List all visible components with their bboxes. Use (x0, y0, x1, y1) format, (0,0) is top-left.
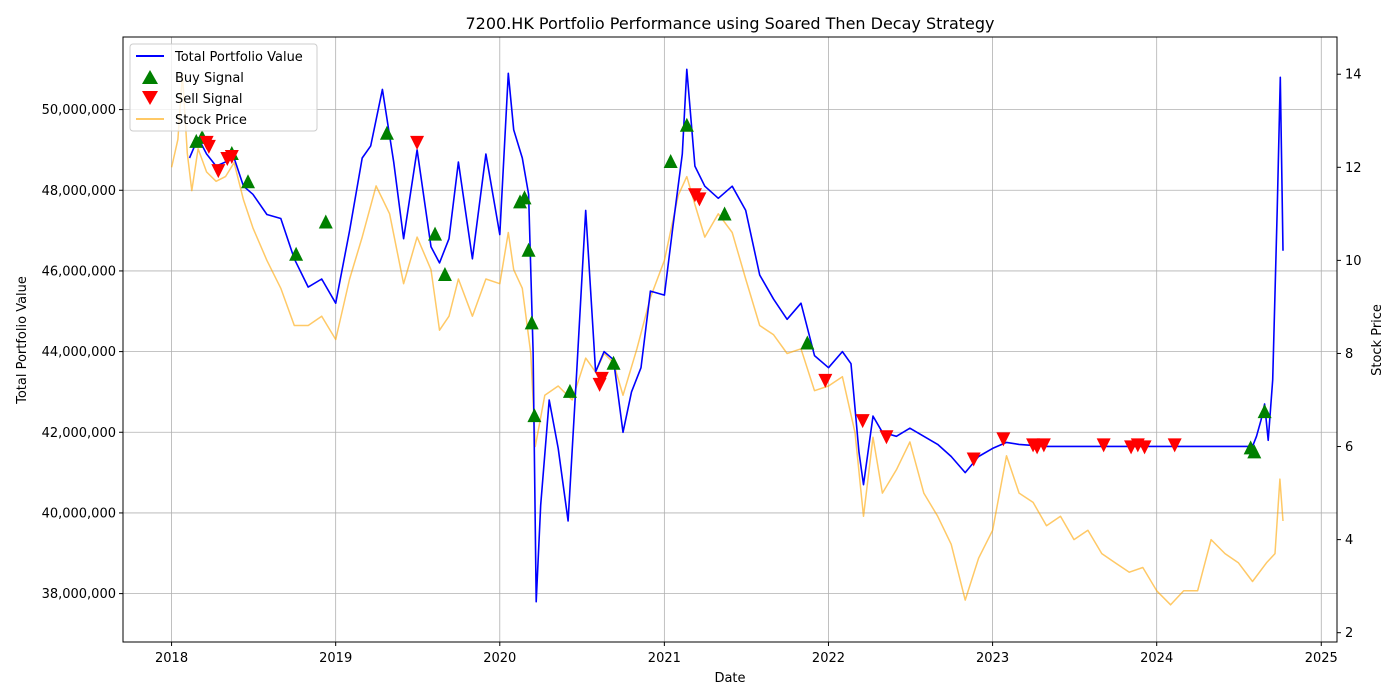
buy-signal-marker (189, 133, 204, 148)
sell-signal-marker (224, 149, 239, 164)
y-tick-label: 50,000,000 (42, 103, 116, 118)
buy-signal-marker (1247, 444, 1262, 459)
x-tick-label: 2025 (1305, 651, 1338, 666)
sell-signal-marker (594, 371, 609, 386)
sell-signal-marker (1036, 438, 1051, 453)
buy-signal-marker (1257, 404, 1272, 419)
x-tick-label: 2024 (1140, 651, 1173, 666)
y-tick-label: 46,000,000 (42, 264, 116, 279)
x-axis-label: Date (714, 671, 745, 686)
y2-tick-label: 6 (1345, 440, 1353, 455)
sell-signal-marker (410, 135, 425, 150)
plot-frame (122, 36, 1338, 643)
buy-signal-marker (437, 266, 452, 281)
buy-signal-marker (289, 246, 304, 261)
buy-signal-marker (428, 226, 443, 241)
buy-signal-marker (562, 383, 577, 398)
legend-stock-label: Stock Price (175, 113, 247, 128)
y2-axis-label: Stock Price (1370, 304, 1385, 376)
x-tick-label: 2023 (976, 651, 1009, 666)
x-tick-label: 2020 (483, 651, 516, 666)
y2-tick-label: 4 (1345, 533, 1353, 548)
buy-signal-marker (379, 125, 394, 140)
sell-signal-marker (996, 432, 1011, 447)
y2-tick-label: 8 (1345, 347, 1353, 362)
y2-tick-label: 10 (1345, 254, 1362, 269)
x-tick-label: 2021 (648, 651, 681, 666)
y2-tick-label: 2 (1345, 626, 1353, 641)
sell-signal-marker (1096, 438, 1111, 453)
y-tick-label: 42,000,000 (42, 426, 116, 441)
stock-price-line (170, 73, 1284, 606)
signal-markers-layer (189, 117, 1272, 467)
y2-axis-ticks: 2 4 6 8 10 12 14 (1337, 68, 1362, 641)
legend-box (129, 43, 318, 132)
sell-signal-marker (966, 452, 981, 467)
sell-signal-marker (818, 373, 833, 388)
legend-buy-swatch (142, 70, 158, 84)
sell-signal-marker (879, 430, 894, 445)
sell-signal-marker (855, 414, 870, 429)
x-axis-ticks: 2018 2019 2020 2021 2022 2023 2024 2025 (155, 642, 1338, 666)
y-tick-label: 48,000,000 (42, 184, 116, 199)
sell-signal-marker (692, 192, 707, 207)
buy-signal-marker (524, 315, 539, 330)
buy-signal-marker (606, 355, 621, 370)
y-axis-ticks: 38,000,000 40,000,000 42,000,000 44,000,000… (42, 103, 123, 602)
portfolio-value-line (188, 68, 1284, 603)
y-tick-label: 38,000,000 (42, 587, 116, 602)
buy-signal-marker (717, 206, 732, 221)
y-axis-label: Total Portfolio Value (15, 276, 30, 405)
sell-signal-marker (1137, 440, 1152, 455)
legend: Total Portfolio Value Buy Signal Sell Si… (129, 43, 318, 132)
chart-title: 7200.HK Portfolio Performance using Soar… (465, 14, 994, 33)
buy-signal-marker (517, 190, 532, 205)
legend-sell-swatch (142, 91, 158, 105)
x-tick-label: 2018 (155, 651, 188, 666)
legend-portfolio-label: Total Portfolio Value (174, 50, 303, 65)
sell-signal-marker (1167, 438, 1182, 453)
y-tick-label: 40,000,000 (42, 506, 116, 521)
x-tick-label: 2019 (319, 651, 352, 666)
grid-lines (123, 37, 1337, 642)
sell-signal-marker (211, 164, 226, 179)
y-tick-label: 44,000,000 (42, 345, 116, 360)
sell-signal-marker (201, 139, 216, 154)
y2-tick-label: 14 (1345, 68, 1362, 83)
buy-signal-marker (663, 154, 678, 169)
buy-signal-marker (240, 174, 255, 189)
y2-tick-label: 12 (1345, 161, 1362, 176)
buy-signal-marker (521, 242, 536, 257)
legend-buy-label: Buy Signal (175, 71, 244, 86)
legend-sell-label: Sell Signal (175, 92, 243, 107)
stock-price-layer (170, 73, 1284, 606)
buy-signal-marker (318, 214, 333, 229)
buy-signal-marker (800, 335, 815, 350)
x-tick-label: 2022 (812, 651, 845, 666)
portfolio-value-layer (188, 68, 1284, 603)
buy-signal-marker (679, 117, 694, 132)
buy-signal-marker (527, 408, 542, 423)
